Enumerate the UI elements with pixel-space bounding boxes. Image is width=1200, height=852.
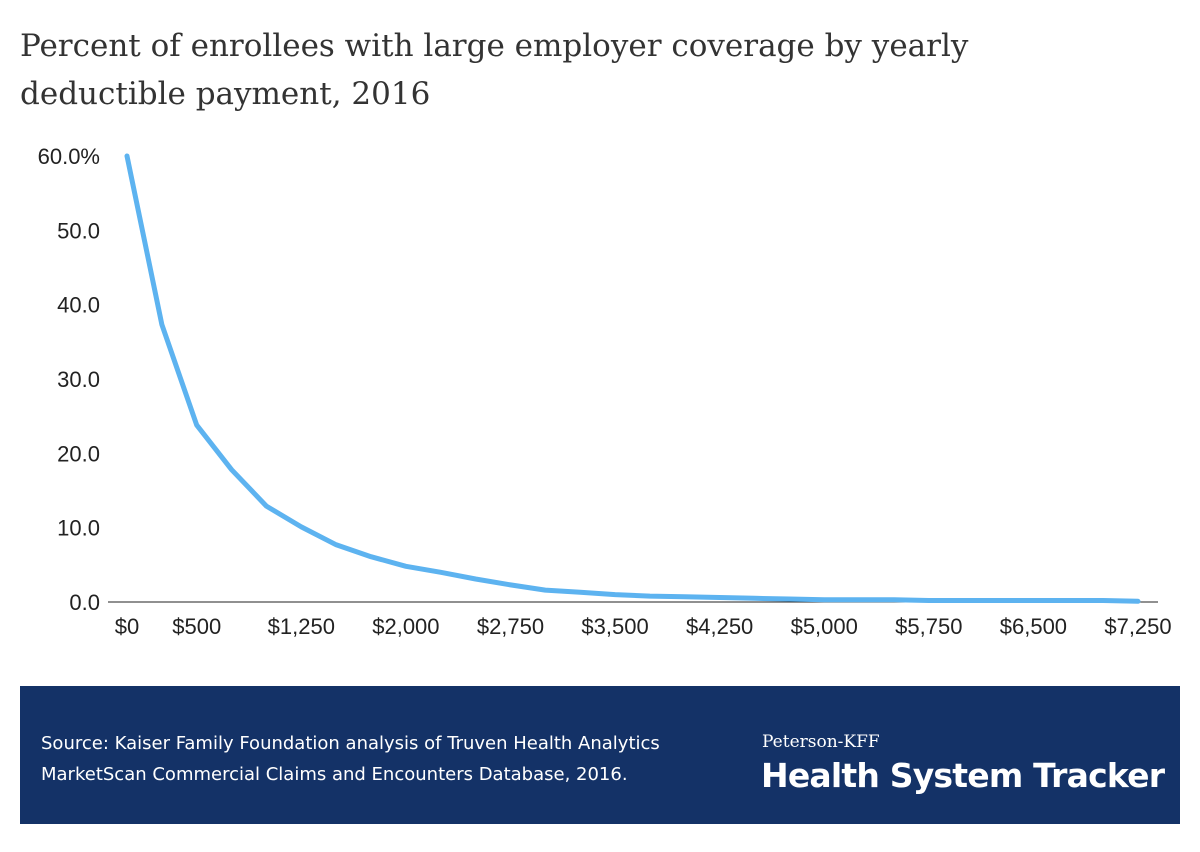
source-note: Source: Kaiser Family Foundation analysi… — [41, 733, 660, 785]
x-tick-label: $0 — [115, 614, 139, 639]
footer-banner: Source: Kaiser Family Foundation analysi… — [20, 686, 1180, 824]
x-tick-label: $2,000 — [372, 614, 439, 639]
x-tick-label: $3,500 — [581, 614, 648, 639]
series-line — [124, 153, 1141, 604]
x-tick-label: $6,500 — [1000, 614, 1067, 639]
x-tick-label: $5,000 — [791, 614, 858, 639]
x-axis-ticks: $0 $500 $1,250 $2,000 $2,750 $3,500 $4,250 $5,0… — [115, 614, 1172, 639]
y-tick-label: 40.0 — [57, 293, 100, 318]
y-axis-ticks: 60.0% 50.0 40.0 30.0 20.0 10.0 0.0 — [38, 144, 100, 615]
x-tick-label: $4,250 — [686, 614, 753, 639]
chart-title: Percent of enrollees with large employer… — [20, 28, 969, 112]
brand-peterson-kff: Peterson-KFF — [762, 732, 880, 752]
x-tick-label: $1,250 — [268, 614, 335, 639]
x-tick-label: $7,250 — [1104, 614, 1171, 639]
line-chart: 60.0% 50.0 40.0 30.0 20.0 10.0 0.0 $0 $500 $1,25… — [38, 144, 1172, 639]
y-tick-label: 60.0% — [38, 144, 100, 169]
y-tick-label: 20.0 — [57, 441, 100, 466]
x-tick-label: $5,750 — [895, 614, 962, 639]
y-tick-label: 30.0 — [57, 367, 100, 392]
brand-health-system-tracker: Health System Tracker — [761, 756, 1165, 795]
y-tick-label: 0.0 — [69, 590, 100, 615]
y-tick-label: 50.0 — [57, 218, 100, 243]
y-tick-label: 10.0 — [57, 516, 100, 541]
x-tick-label: $2,750 — [477, 614, 544, 639]
x-tick-label: $500 — [172, 614, 221, 639]
